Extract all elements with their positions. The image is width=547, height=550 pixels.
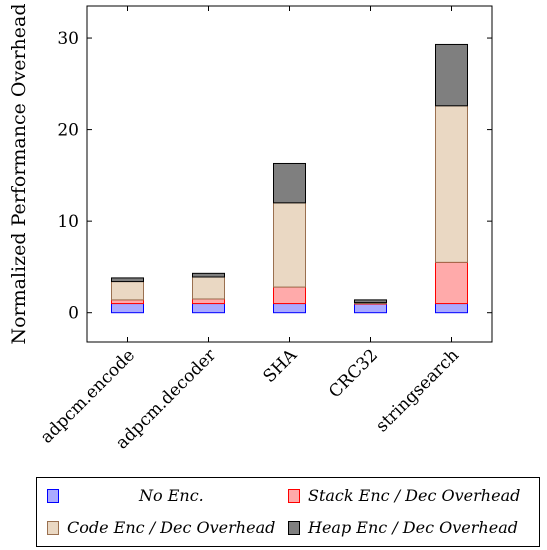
legend-swatch-heap [288, 520, 300, 535]
x-tick-label: stringsearch [372, 345, 463, 436]
legend-label-heap: Heap Enc / Dec Overhead [308, 518, 518, 537]
y-tick-label: 20 [57, 121, 79, 141]
y-axis-label: Normalized Performance Overhead [8, 3, 30, 344]
bar-segment-stringsearch-series-3 [435, 43, 468, 107]
legend-label-code: Code Enc / Dec Overhead [67, 518, 276, 537]
bar-segment-adpcm-decoder-series-1 [192, 298, 225, 305]
bar-segment-stringsearch-series-1 [435, 261, 468, 305]
bar-segment-adpcm-encode-series-2 [111, 281, 144, 301]
legend-item-no-enc: No Enc. [47, 486, 204, 505]
bar-segment-sha-series-0 [273, 303, 306, 314]
bar-segment-adpcm-decoder-series-2 [192, 276, 225, 300]
bar-segment-adpcm-decoder-series-0 [192, 303, 225, 314]
legend-swatch-no-enc [47, 488, 59, 503]
y-tick-label: 0 [68, 304, 79, 324]
bar-segment-crc32-series-0 [354, 303, 387, 314]
legend-label-no-enc: No Enc. [139, 486, 204, 505]
bar-segment-adpcm-decoder-series-3 [192, 272, 225, 278]
bar-segment-adpcm-encode-series-1 [111, 299, 144, 305]
legend-item-heap: Heap Enc / Dec Overhead [288, 518, 518, 537]
legend-item-stack: Stack Enc / Dec Overhead [288, 486, 520, 505]
bar-segment-adpcm-encode-series-0 [111, 303, 144, 314]
y-tick-label: 10 [57, 212, 79, 232]
legend-swatch-code [47, 520, 59, 535]
legend-item-code: Code Enc / Dec Overhead [47, 518, 275, 537]
bar-segment-sha-series-2 [273, 202, 306, 288]
y-tick-label: 30 [57, 29, 79, 49]
x-tick-label: CRC32 [325, 345, 382, 402]
legend-label-stack: Stack Enc / Dec Overhead [308, 486, 521, 505]
legend: No Enc. Stack Enc / Dec Overhead Code En… [36, 477, 540, 547]
bar-segment-adpcm-encode-series-3 [111, 277, 144, 283]
bar-segment-sha-series-1 [273, 286, 306, 305]
bars-group [111, 43, 468, 314]
y-axis-ticks: 0 10 20 30 [57, 29, 492, 324]
bar-segment-stringsearch-series-0 [435, 303, 468, 314]
x-tick-label: SHA [259, 345, 301, 387]
bar-segment-crc32-series-3 [354, 299, 387, 304]
bar-segment-sha-series-3 [273, 162, 306, 204]
bar-segment-stringsearch-series-2 [435, 105, 468, 263]
legend-swatch-stack [288, 488, 300, 503]
